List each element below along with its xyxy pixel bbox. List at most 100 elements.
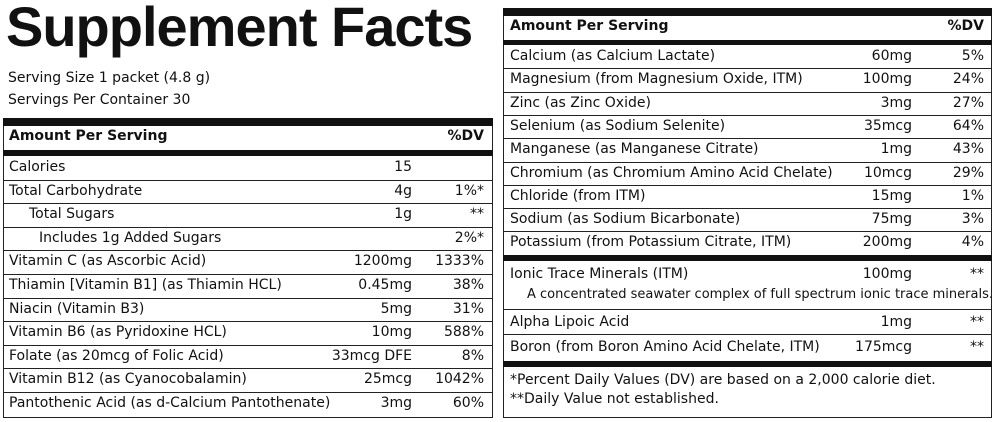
title: Supplement Facts	[6, 0, 473, 58]
daily-value: 1042%	[435, 371, 484, 388]
daily-value: 4%	[961, 234, 984, 251]
amount: 15	[394, 159, 412, 175]
daily-value: 38%	[452, 277, 484, 293]
nutrient-name: Includes 1g Added Sugars	[39, 229, 222, 246]
row-rule	[3, 297, 493, 299]
amount: 1200mg	[353, 253, 412, 270]
amount: 10mg	[371, 324, 412, 341]
row-rule	[3, 344, 493, 346]
nutrient-name: Pantothenic Acid (as d-Calcium Pantothen…	[9, 395, 331, 411]
daily-value: 1%	[961, 187, 984, 204]
amount: 1g	[394, 206, 412, 223]
amount: 1mg	[880, 314, 912, 330]
amount: 0.45mg	[358, 277, 412, 293]
servings-per-container: Servings Per Container 30	[8, 92, 191, 108]
row-rule	[503, 161, 992, 163]
daily-value: 29%	[952, 164, 984, 181]
daily-value: 27%	[952, 94, 984, 111]
header-dv: %DV	[947, 18, 984, 34]
nutrient-name: Vitamin C (as Ascorbic Acid)	[9, 253, 207, 270]
nutrient-name: Calcium (as Calcium Lactate)	[510, 48, 716, 64]
daily-value: 3%	[961, 211, 984, 228]
amount: 33mcg DFE	[331, 347, 412, 364]
row-rule	[503, 68, 992, 70]
nutrient-name: Chromium (as Chromium Amino Acid Chelate…	[510, 164, 833, 181]
nutrient-name: Manganese (as Manganese Citrate)	[510, 141, 759, 158]
nutrient-name: Thiamin [Vitamin B1] (as Thiamin HCL)	[9, 277, 282, 293]
daily-value: **	[470, 206, 484, 223]
daily-value: **	[970, 266, 984, 282]
nutrient-name: Vitamin B12 (as Cyanocobalamin)	[9, 371, 247, 388]
thick-rule	[503, 361, 992, 367]
nutrient-name: Zinc (as Zinc Oxide)	[510, 94, 651, 111]
amount: 3mg	[880, 94, 912, 111]
row-rule	[503, 208, 992, 210]
row-rule	[503, 91, 992, 93]
nutrient-name: Total Sugars	[29, 206, 115, 223]
nutrient-name: Folate (as 20mcg of Folic Acid)	[9, 347, 224, 364]
nutrient-note: A concentrated seawater complex of full …	[527, 287, 993, 302]
daily-value: 5%	[961, 48, 984, 64]
serving-size: Serving Size 1 packet (4.8 g)	[8, 70, 211, 86]
daily-value: **	[970, 314, 984, 330]
nutrient-name: Potassium (from Potassium Citrate, ITM)	[510, 234, 792, 251]
thick-rule	[503, 8, 992, 16]
row-rule	[503, 231, 992, 233]
amount: 200mg	[862, 234, 912, 251]
amount: 5mg	[380, 300, 412, 317]
row-rule	[3, 321, 493, 323]
daily-value: 1333%	[435, 253, 484, 270]
footnote: *Percent Daily Values (DV) are based on …	[510, 372, 936, 388]
footnote: **Daily Value not established.	[510, 391, 719, 407]
daily-value: 64%	[952, 117, 984, 134]
amount: 4g	[394, 182, 412, 199]
row-rule	[3, 274, 493, 275]
row-rule	[503, 334, 992, 335]
nutrient-name: Calories	[9, 159, 66, 175]
amount: 15mg	[871, 187, 912, 204]
row-rule	[503, 184, 992, 186]
amount: 35mcg	[863, 117, 912, 134]
row-rule	[3, 226, 493, 228]
row-rule	[3, 368, 493, 370]
nutrient-name: Ionic Trace Minerals (ITM)	[510, 266, 689, 282]
daily-value: **	[970, 339, 984, 355]
nutrient-name: Sodium (as Sodium Bicarbonate)	[510, 211, 741, 228]
row-rule	[3, 179, 493, 181]
daily-value: 1%*	[454, 182, 484, 199]
row-rule	[503, 114, 992, 116]
thick-rule	[503, 40, 992, 45]
nutrient-name: Alpha Lipoic Acid	[510, 314, 630, 330]
nutrient-name: Boron (from Boron Amino Acid Chelate, IT…	[510, 339, 820, 355]
nutrient-name: Selenium (as Sodium Selenite)	[510, 117, 726, 134]
daily-value: 43%	[952, 141, 984, 158]
row-rule	[3, 392, 493, 393]
daily-value: 2%*	[454, 229, 484, 246]
nutrient-name: Vitamin B6 (as Pyridoxine HCL)	[9, 324, 227, 341]
thick-rule	[503, 255, 992, 261]
nutrient-name: Total Carbohydrate	[9, 182, 143, 199]
nutrient-name: Chloride (from ITM)	[510, 187, 646, 204]
header-amount: Amount Per Serving	[9, 128, 168, 144]
header-dv: %DV	[447, 128, 484, 144]
nutrient-name: Magnesium (from Magnesium Oxide, ITM)	[510, 71, 803, 88]
header-amount: Amount Per Serving	[510, 18, 669, 34]
row-rule	[503, 138, 992, 140]
row-rule	[503, 309, 992, 310]
amount: 3mg	[380, 395, 412, 411]
daily-value: 588%	[443, 324, 484, 341]
amount: 100mg	[862, 71, 912, 88]
thick-rule	[3, 118, 493, 126]
row-rule	[3, 203, 493, 205]
amount: 100mg	[862, 266, 912, 282]
amount: 75mg	[871, 211, 912, 228]
row-rule	[3, 250, 493, 252]
amount: 1mg	[880, 141, 912, 158]
thick-rule	[3, 150, 493, 156]
daily-value: 31%	[452, 300, 484, 317]
daily-value: 24%	[952, 71, 984, 88]
daily-value: 60%	[452, 395, 484, 411]
amount: 60mg	[871, 48, 912, 64]
daily-value: 8%	[461, 347, 484, 364]
